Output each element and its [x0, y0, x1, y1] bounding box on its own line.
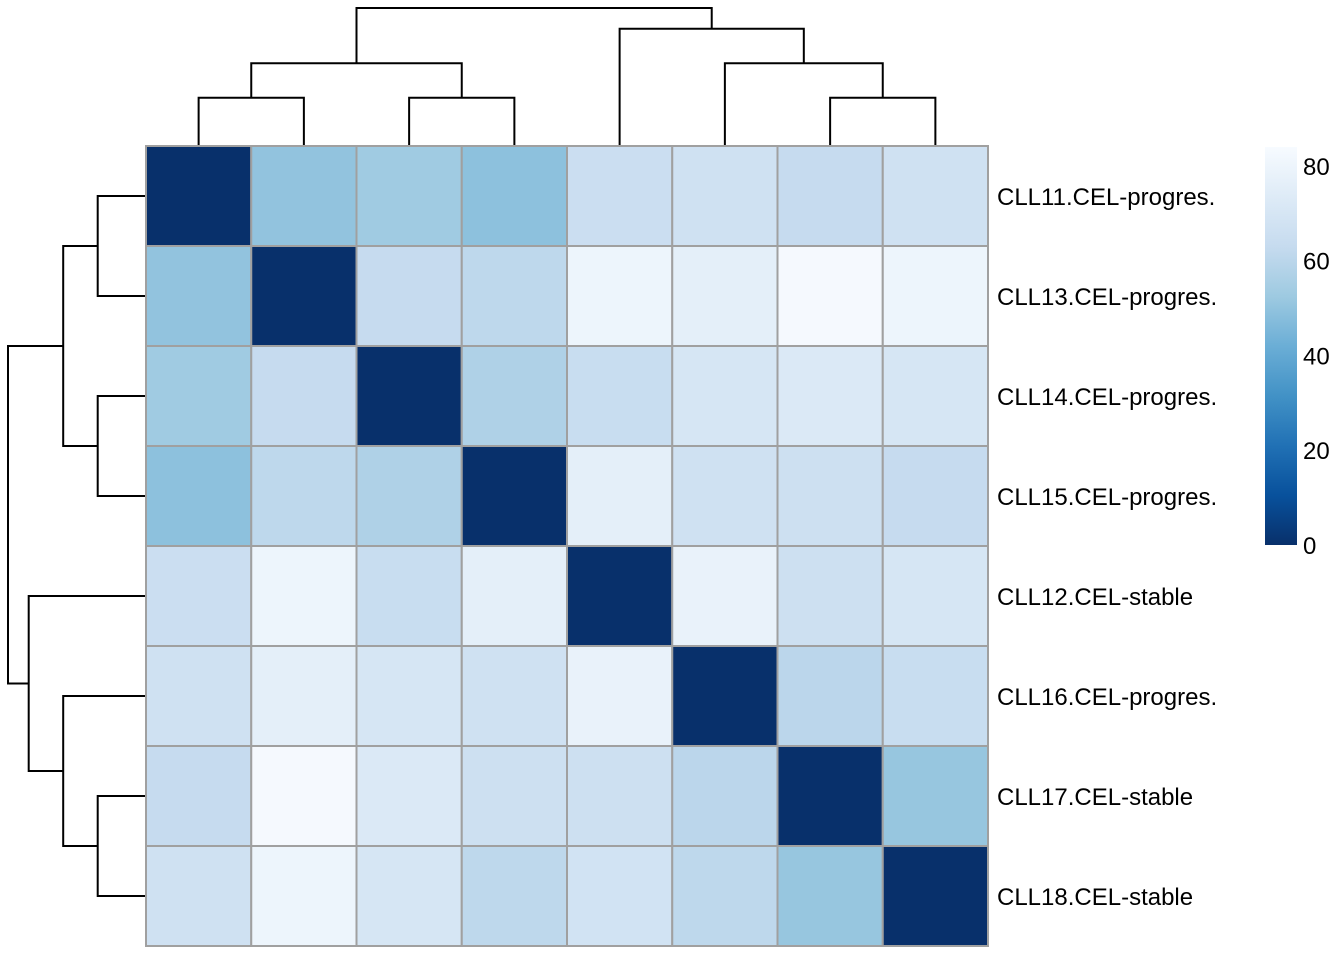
heatmap-cells — [145, 145, 989, 947]
legend-color-bar — [1265, 147, 1297, 545]
row-label: CLL18.CEL-stable — [997, 884, 1193, 911]
heatmap-cell-r0-c0 — [145, 145, 253, 247]
heatmap-cell-r5-c1 — [250, 645, 358, 747]
heatmap-cell-r5-c2 — [355, 645, 463, 747]
color-legend: 0 20 40 60 80 — [1265, 147, 1330, 560]
heatmap-cell-r7-c5 — [671, 845, 779, 947]
heatmap-cell-r7-c4 — [566, 845, 674, 947]
column-dendrogram-branch — [829, 96, 937, 146]
heatmap-cell-r1-c3 — [460, 245, 568, 347]
heatmap-cell-r3-c0 — [145, 445, 253, 547]
heatmap-cell-r3-c4 — [566, 445, 674, 547]
heatmap-cell-r4-c4 — [566, 545, 674, 647]
heatmap-cell-r6-c1 — [250, 745, 358, 847]
heatmap-cell-r4-c2 — [355, 545, 463, 647]
row-dendrogram — [7, 195, 146, 897]
heatmap-cell-r0-c5 — [671, 145, 779, 247]
heatmap-cell-r3-c5 — [671, 445, 779, 547]
column-dendrogram-branch — [723, 62, 884, 146]
row-label: CLL16.CEL-progres. — [997, 684, 1217, 711]
heatmap-cell-r5-c3 — [460, 645, 568, 747]
heatmap-cell-r0-c1 — [250, 145, 358, 247]
row-label: CLL12.CEL-stable — [997, 584, 1193, 611]
heatmap-cell-r6-c4 — [566, 745, 674, 847]
legend-tick-label: 40 — [1303, 343, 1330, 370]
heatmap-cell-r4-c1 — [250, 545, 358, 647]
legend-ticks: 0 20 40 60 80 — [1303, 154, 1330, 560]
heatmap-cell-r1-c4 — [566, 245, 674, 347]
heatmap-cell-r0-c2 — [355, 145, 463, 247]
heatmap-cell-r7-c3 — [460, 845, 568, 947]
heatmap-cell-r7-c7 — [881, 845, 989, 947]
row-label: CLL11.CEL-progres. — [997, 184, 1215, 211]
heatmap-cell-r6-c6 — [776, 745, 884, 847]
heatmap-cell-r3-c1 — [250, 445, 358, 547]
heatmap-cell-r6-c7 — [881, 745, 989, 847]
column-dendrogram-branch — [408, 96, 516, 146]
heatmap-cell-r1-c2 — [355, 245, 463, 347]
heatmap-cell-r3-c3 — [460, 445, 568, 547]
heatmap-cell-r1-c6 — [776, 245, 884, 347]
heatmap-cell-r6-c5 — [671, 745, 779, 847]
heatmap-cell-r6-c0 — [145, 745, 253, 847]
heatmap-cell-r0-c7 — [881, 145, 989, 247]
heatmap-cell-r2-c6 — [776, 345, 884, 447]
heatmap-cell-r1-c7 — [881, 245, 989, 347]
heatmap-cell-r5-c7 — [881, 645, 989, 747]
row-dendrogram-branch — [96, 795, 146, 897]
heatmap-cell-r4-c6 — [776, 545, 884, 647]
column-dendrogram-branch — [250, 62, 463, 98]
heatmap-cell-r2-c7 — [881, 345, 989, 447]
row-dendrogram-branch — [27, 595, 146, 772]
row-label: CLL17.CEL-stable — [997, 784, 1193, 811]
heatmap-cell-r0-c4 — [566, 145, 674, 247]
heatmap-cell-r2-c4 — [566, 345, 674, 447]
heatmap-cell-r5-c5 — [671, 645, 779, 747]
heatmap-cell-r7-c6 — [776, 845, 884, 947]
heatmap-cell-r1-c1 — [250, 245, 358, 347]
heatmap-cell-r1-c0 — [145, 245, 253, 347]
column-dendrogram-branch — [355, 7, 713, 64]
heatmap-cell-r3-c6 — [776, 445, 884, 547]
heatmap-cell-r0-c3 — [460, 145, 568, 247]
row-labels: CLL11.CEL-progres. CLL13.CEL-progres. CLL1… — [997, 184, 1217, 911]
heatmap-cell-r4-c0 — [145, 545, 253, 647]
row-dendrogram-branch — [96, 395, 146, 497]
heatmap-cell-r1-c5 — [671, 245, 779, 347]
heatmap-cell-r0-c6 — [776, 145, 884, 247]
legend-tick-label: 20 — [1303, 438, 1330, 465]
heatmap-cell-r7-c0 — [145, 845, 253, 947]
heatmap-cell-r4-c5 — [671, 545, 779, 647]
heatmap-cell-r7-c1 — [250, 845, 358, 947]
row-dendrogram-branch — [62, 245, 98, 447]
heatmap-cell-r5-c4 — [566, 645, 674, 747]
heatmap-cell-r4-c7 — [881, 545, 989, 647]
row-dendrogram-branch — [62, 695, 146, 847]
heatmap-cell-r2-c3 — [460, 345, 568, 447]
legend-tick-label: 80 — [1303, 154, 1330, 181]
column-dendrogram — [197, 7, 937, 146]
heatmap-cell-r6-c3 — [460, 745, 568, 847]
heatmap-cell-r4-c3 — [460, 545, 568, 647]
heatmap-cell-r6-c2 — [355, 745, 463, 847]
column-dendrogram-branch — [618, 27, 805, 146]
row-dendrogram-branch — [7, 345, 64, 685]
heatmap-cell-r5-c6 — [776, 645, 884, 747]
heatmap-cell-r3-c2 — [355, 445, 463, 547]
row-label: CLL14.CEL-progres. — [997, 384, 1217, 411]
heatmap-cell-r5-c0 — [145, 645, 253, 747]
heatmap-cell-r2-c2 — [355, 345, 463, 447]
row-dendrogram-branch — [96, 195, 146, 297]
legend-tick-label: 0 — [1303, 533, 1316, 560]
heatmap-cell-r2-c0 — [145, 345, 253, 447]
heatmap-cell-r7-c2 — [355, 845, 463, 947]
heatmap-cell-r3-c7 — [881, 445, 989, 547]
row-label: CLL15.CEL-progres. — [997, 484, 1217, 511]
heatmap-cell-r2-c1 — [250, 345, 358, 447]
row-label: CLL13.CEL-progres. — [997, 284, 1217, 311]
column-dendrogram-branch — [197, 96, 305, 146]
legend-tick-label: 60 — [1303, 249, 1330, 276]
heatmap-cell-r2-c5 — [671, 345, 779, 447]
